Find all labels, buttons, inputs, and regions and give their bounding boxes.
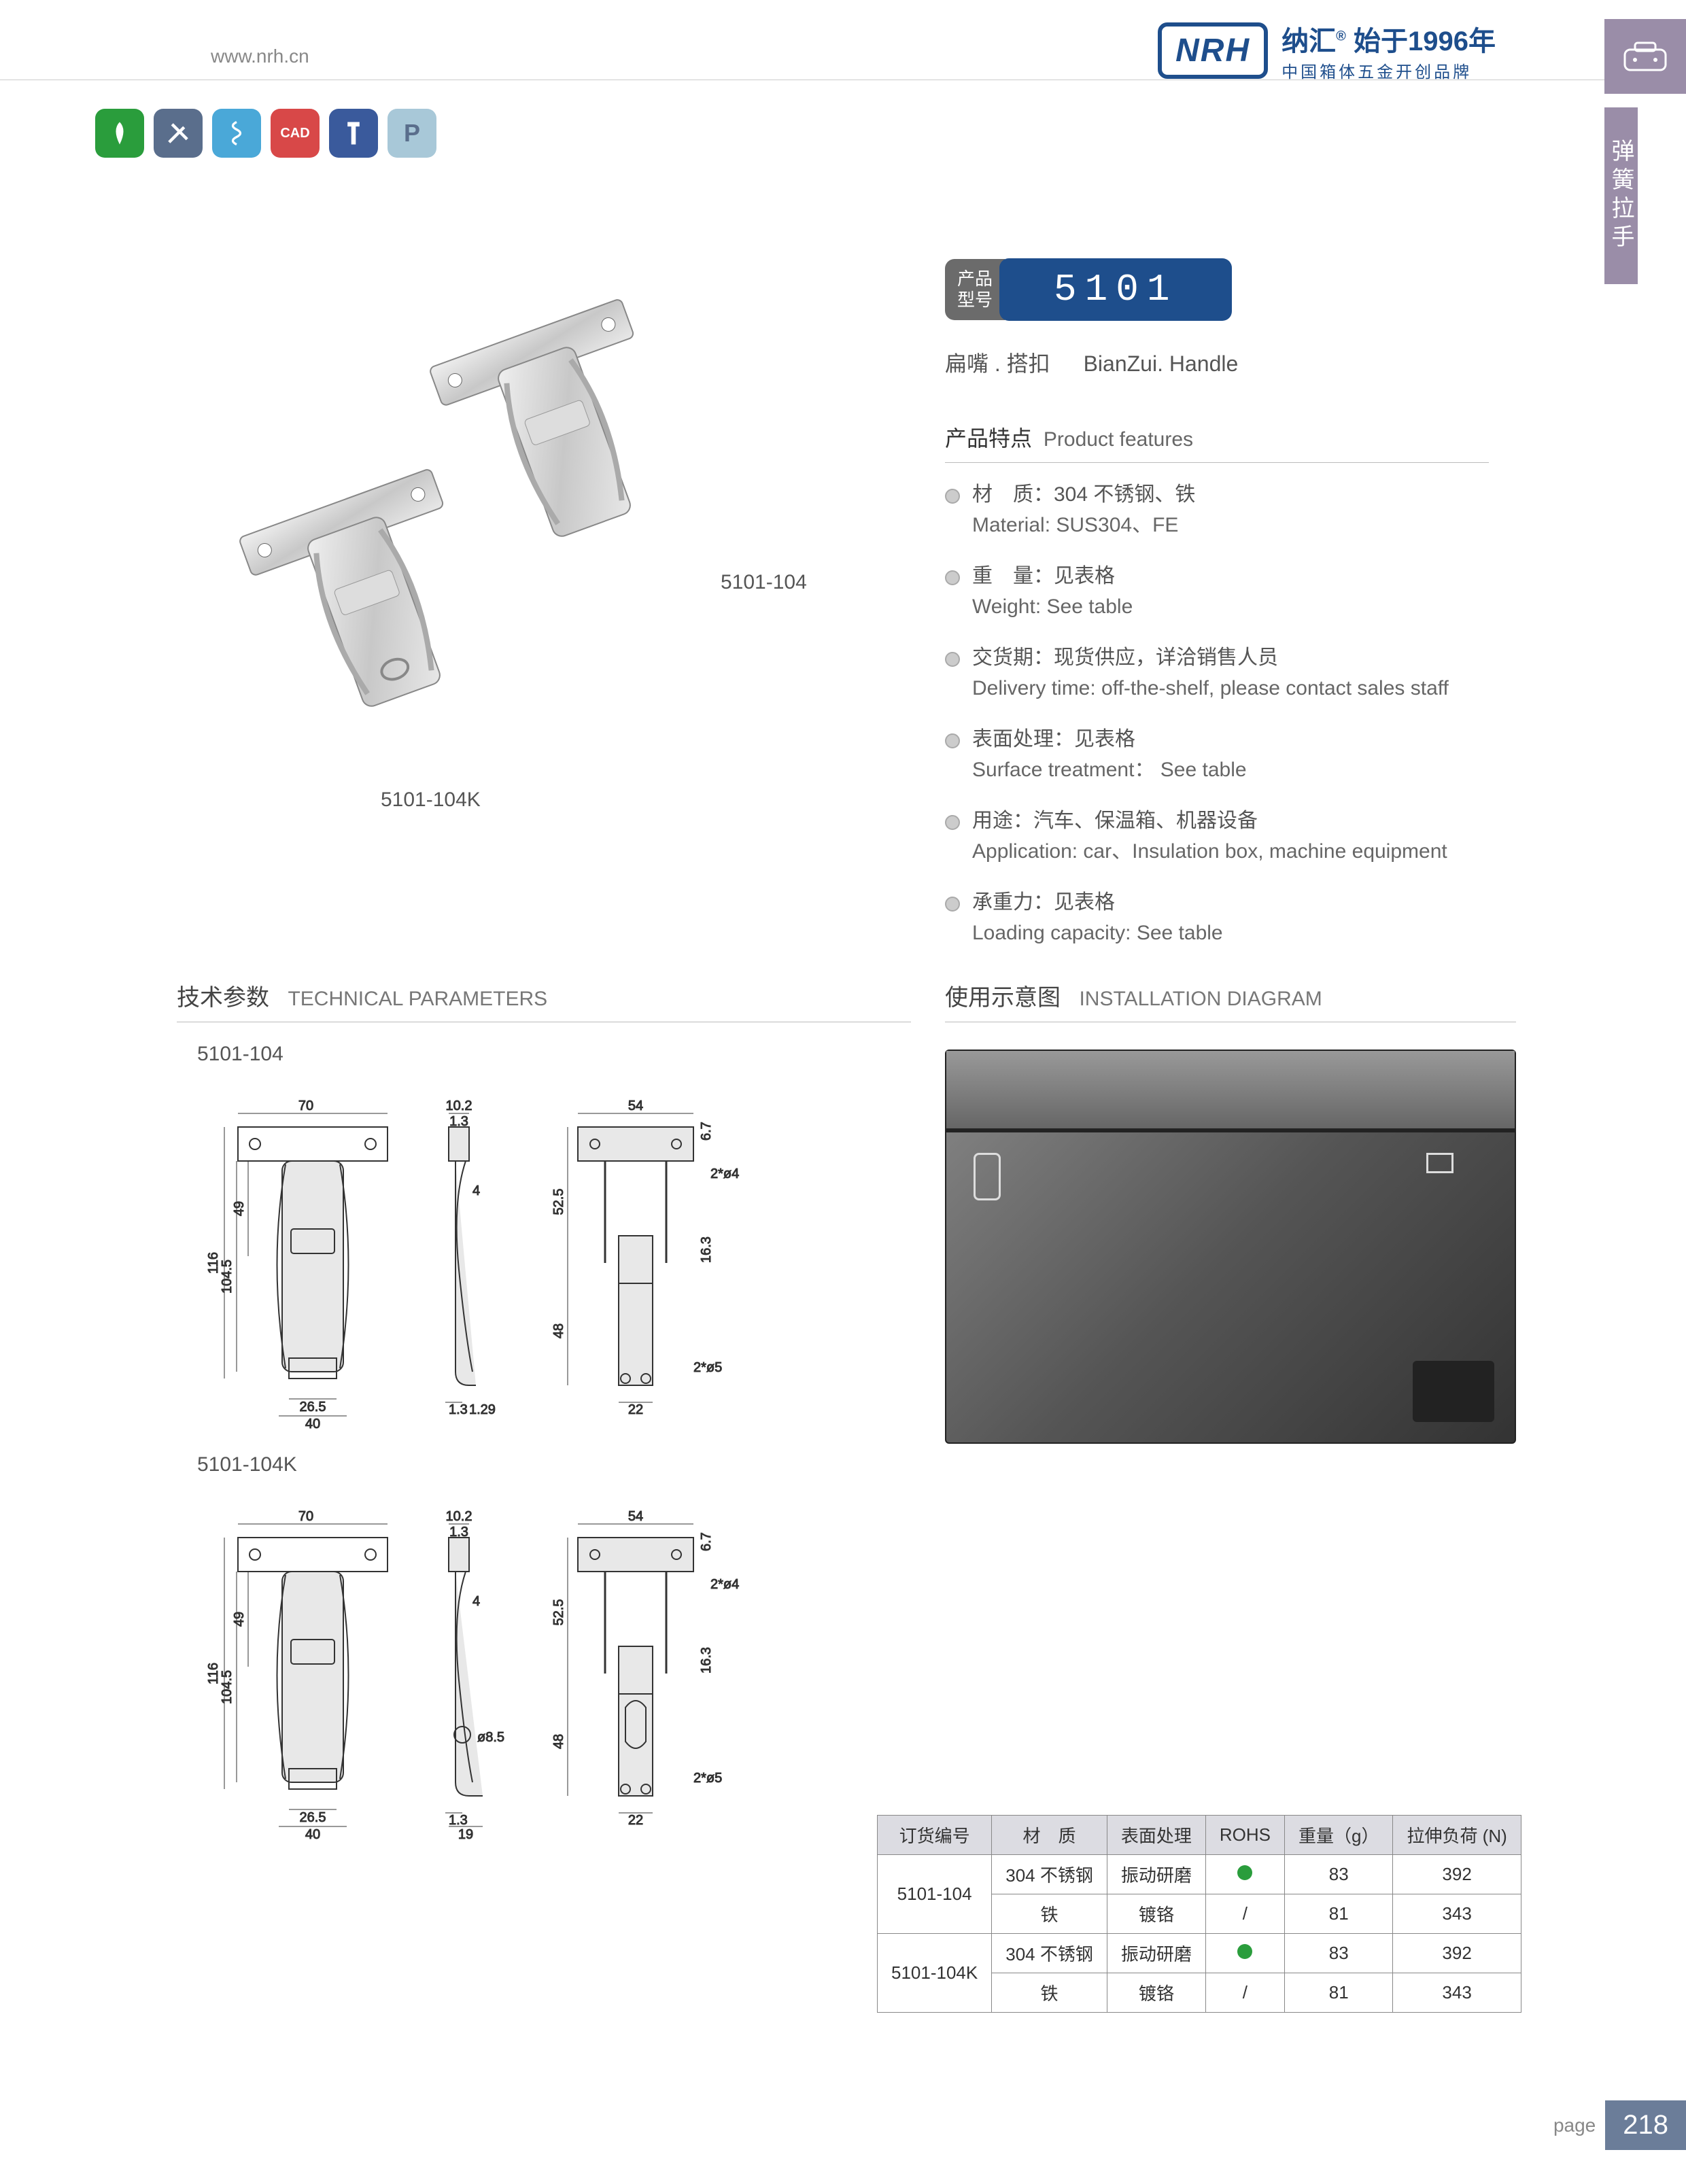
svg-text:49: 49 (232, 1201, 247, 1216)
feature-item: 重 量：见表格Weight: See table (945, 561, 1489, 622)
svg-text:16.3: 16.3 (699, 1236, 714, 1263)
drawing-label-1: 5101-104 (197, 1043, 911, 1066)
technical-drawing-1: 70 116 104.5 49 26.5 40 10.2 1.3 4 1.3 (177, 1079, 884, 1433)
p-icon: P (388, 109, 436, 158)
brand-area: NRH 纳汇® 始于1996年 中国箱体五金开创品牌 (1158, 19, 1496, 82)
svg-text:1.3: 1.3 (449, 1402, 468, 1417)
svg-text:116: 116 (206, 1252, 221, 1274)
svg-text:2*ø5: 2*ø5 (693, 1360, 722, 1375)
table-header: ROHS (1205, 1816, 1284, 1855)
table-header: 订货编号 (878, 1816, 992, 1855)
product-render-b (231, 469, 517, 755)
table-row: 5101-104K304 不锈钢振动研磨83392 (878, 1934, 1521, 1973)
spring-icon (212, 109, 261, 158)
svg-text:104.5: 104.5 (220, 1260, 235, 1294)
svg-text:1.3: 1.3 (449, 1525, 468, 1540)
product-image-area: 5101-104 5101-104K (190, 299, 857, 829)
feature-item: 用途：汽车、保温箱、机器设备Application: car、Insulatio… (945, 805, 1489, 867)
table-header: 重量（g） (1284, 1816, 1392, 1855)
svg-text:ø8.5: ø8.5 (477, 1730, 504, 1745)
svg-text:22: 22 (628, 1813, 643, 1828)
cad-icon: CAD (271, 109, 320, 158)
drawing-label-2: 5101-104K (197, 1453, 911, 1476)
svg-text:70: 70 (298, 1098, 313, 1113)
tech-params-title: 技术参数 TECHNICAL PARAMETERS (177, 979, 911, 1022)
install-title: 使用示意图 INSTALLATION DIAGRAM (945, 979, 1516, 1022)
svg-text:4: 4 (472, 1594, 480, 1609)
feature-item: 材 质：304 不锈钢、铁Material: SUS304、FE (945, 479, 1489, 540)
table-header: 表面处理 (1107, 1816, 1205, 1855)
brand-text: 纳汇® 始于1996年 中国箱体五金开创品牌 (1281, 19, 1496, 82)
table-header: 材 质 (992, 1816, 1107, 1855)
feature-item: 承重力：见表格Loading capacity: See table (945, 887, 1489, 948)
features-block: 产品特点 Product features 材 质：304 不锈钢、铁Mater… (945, 421, 1489, 969)
svg-text:52.5: 52.5 (551, 1189, 566, 1215)
tools-icon (154, 109, 203, 158)
svg-text:10.2: 10.2 (446, 1509, 472, 1524)
svg-text:104.5: 104.5 (220, 1670, 235, 1704)
page-footer: page 218 (1553, 2100, 1686, 2150)
product-label-b: 5101-104K (381, 788, 481, 812)
svg-text:40: 40 (305, 1827, 320, 1842)
svg-text:48: 48 (551, 1734, 566, 1749)
install-diagram-section: 使用示意图 INSTALLATION DIAGRAM (945, 979, 1516, 1444)
svg-text:2*ø5: 2*ø5 (693, 1771, 722, 1786)
model-number: 5101 (999, 258, 1232, 321)
brand-cn: 纳汇® 始于1996年 (1281, 19, 1496, 58)
svg-text:1.3: 1.3 (449, 1114, 468, 1129)
svg-text:48: 48 (551, 1323, 566, 1338)
install-photo (945, 1050, 1516, 1444)
svg-text:10.2: 10.2 (446, 1098, 472, 1113)
svg-text:2*ø4: 2*ø4 (710, 1166, 739, 1181)
eco-icon (95, 109, 144, 158)
tech-params-section: 技术参数 TECHNICAL PARAMETERS 5101-104 70 11… (177, 979, 911, 1857)
product-name: 扁嘴 . 搭扣 BianZui. Handle (945, 347, 1238, 378)
page-label: page (1553, 2115, 1596, 2136)
svg-text:26.5: 26.5 (300, 1810, 326, 1825)
feature-item: 交货期：现货供应，详洽销售人员Delivery time: off-the-sh… (945, 642, 1489, 704)
model-block: 产品 型号 5101 (945, 258, 1232, 321)
model-tag: 产品 型号 (945, 259, 1005, 320)
table-header: 拉伸负荷 (N) (1393, 1816, 1521, 1855)
svg-text:1.3: 1.3 (449, 1813, 468, 1828)
page-header: www.nrh.cn NRH 纳汇® 始于1996年 中国箱体五金开创品牌 (0, 33, 1686, 80)
svg-text:54: 54 (628, 1098, 643, 1113)
svg-text:19: 19 (458, 1827, 473, 1842)
technical-drawing-2: 70 116 104.5 49 26.5 40 10.2 1.3 4 ø8.5 (177, 1490, 884, 1843)
feature-item: 表面处理：见表格Surface treatment： See table (945, 724, 1489, 785)
svg-text:40: 40 (305, 1417, 320, 1432)
features-title: 产品特点 Product features (945, 421, 1489, 463)
svg-text:49: 49 (232, 1612, 247, 1627)
spec-table: 订货编号材 质表面处理ROHS重量（g）拉伸负荷 (N) 5101-104304… (877, 1815, 1521, 2013)
side-tab: 弹簧拉手 (1604, 19, 1686, 284)
side-category-icon (1604, 19, 1686, 94)
svg-text:6.7: 6.7 (699, 1122, 714, 1141)
svg-text:4: 4 (472, 1183, 480, 1198)
product-label-a: 5101-104 (721, 571, 807, 594)
screw-icon (329, 109, 378, 158)
svg-text:6.7: 6.7 (699, 1532, 714, 1551)
svg-text:26.5: 26.5 (300, 1400, 326, 1415)
page-number: 218 (1605, 2100, 1686, 2150)
site-url: www.nrh.cn (211, 46, 309, 67)
brand-logo: NRH (1158, 22, 1268, 79)
svg-text:16.3: 16.3 (699, 1647, 714, 1674)
svg-text:70: 70 (298, 1509, 313, 1524)
svg-text:52.5: 52.5 (551, 1599, 566, 1626)
feature-icons-row: CAD P (95, 109, 436, 158)
table-row: 5101-104304 不锈钢振动研磨83392 (878, 1855, 1521, 1894)
side-category-label: 弹簧拉手 (1604, 107, 1638, 284)
brand-sub: 中国箱体五金开创品牌 (1281, 58, 1496, 82)
svg-text:54: 54 (628, 1509, 643, 1524)
svg-text:2*ø4: 2*ø4 (710, 1577, 739, 1592)
svg-text:22: 22 (628, 1402, 643, 1417)
svg-text:116: 116 (206, 1663, 221, 1684)
svg-text:1.29: 1.29 (469, 1402, 496, 1417)
